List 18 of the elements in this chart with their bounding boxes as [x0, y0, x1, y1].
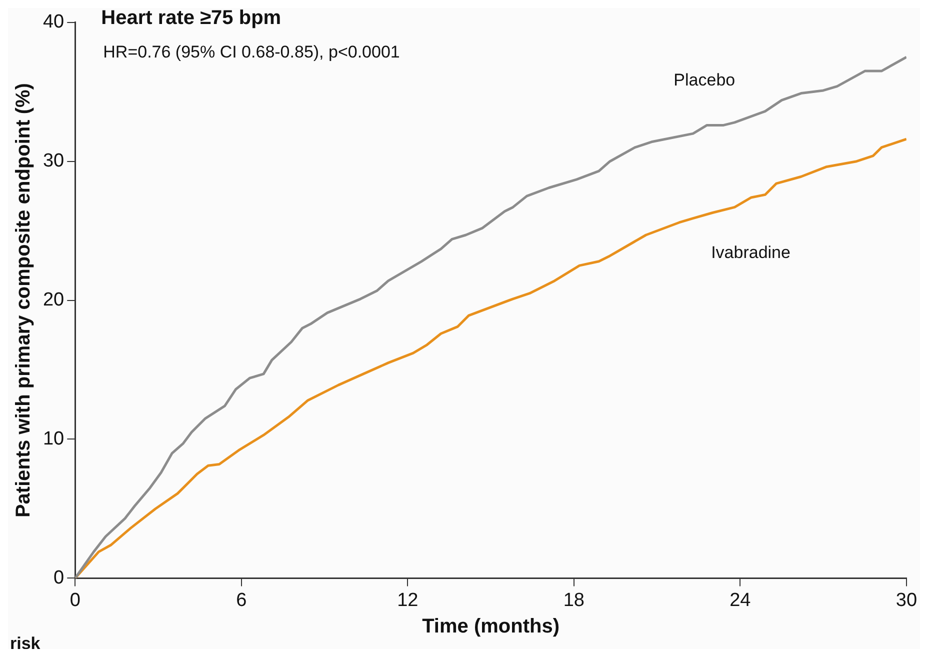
- y-tick-label: 0: [54, 567, 64, 588]
- x-tick-label: 30: [896, 590, 918, 611]
- series-label: Ivabradine: [711, 242, 790, 262]
- text: risk: [10, 634, 41, 654]
- y-tick-label: 40: [42, 12, 64, 33]
- text: HR=0.76 (95% CI 0.68-0.85), p<0.0001: [103, 42, 400, 62]
- series-label: Placebo: [674, 70, 736, 90]
- y-tick-label: 10: [42, 428, 64, 450]
- x-tick-label: 18: [563, 590, 584, 611]
- x-tick-label: 6: [236, 590, 247, 611]
- x-tick-label: 24: [730, 590, 752, 611]
- y-axis-title: Patients with primary composite endpoint (%): [12, 83, 35, 518]
- x-tick-label: 12: [397, 590, 418, 611]
- x-tick-label: 0: [70, 590, 80, 611]
- x-axis-title: Time (months): [422, 616, 560, 638]
- y-tick-label: 30: [42, 150, 64, 172]
- y-tick-label: 20: [42, 290, 64, 311]
- chart-title: Heart rate ≥75 bpm: [101, 6, 282, 29]
